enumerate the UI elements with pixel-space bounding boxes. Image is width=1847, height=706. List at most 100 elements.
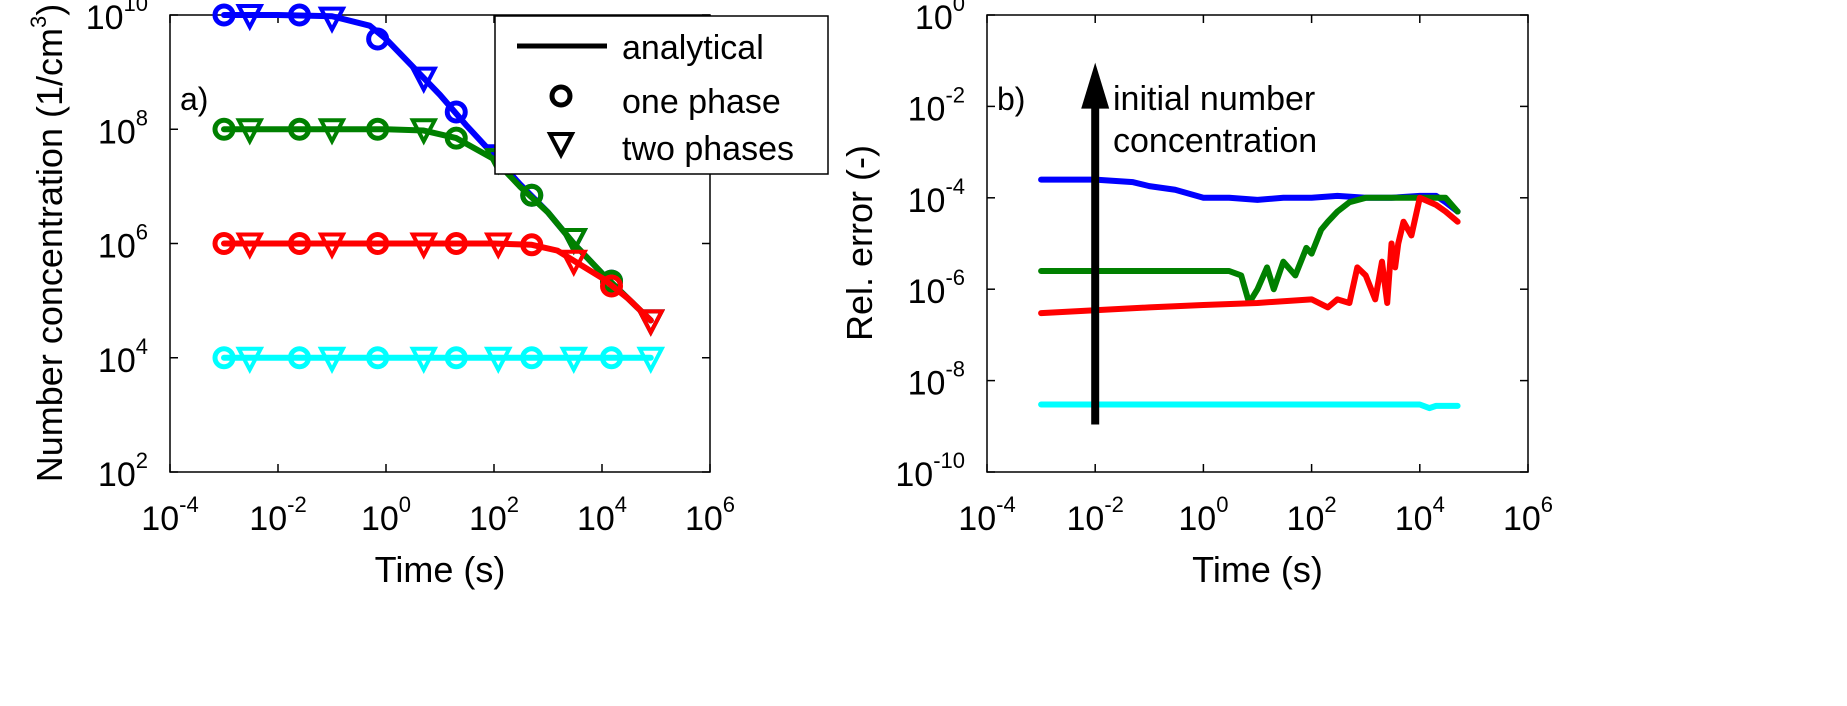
one-phase-marker [212,346,236,370]
x-tick-label-exponent: 6 [723,492,735,517]
x-tick-label-exponent: -2 [287,492,307,517]
y-tick-label-exponent: -6 [945,265,965,290]
y-tick-label-exponent: -4 [945,174,965,199]
x-tick-label-exponent: -4 [996,492,1016,517]
y-tick-label-exponent: 10 [124,0,148,16]
y-tick-label: 10-6 [908,265,965,311]
one-phase-marker [444,100,468,124]
one-phase-marker [600,274,624,298]
annotation-arrow-head [1081,62,1110,109]
x-tick-label-exponent: 0 [399,492,411,517]
two-phases-marker [409,118,439,146]
y-tick-label: 10-10 [895,448,965,494]
two-phases-marker [636,346,666,375]
legend-triangle-marker [546,132,576,160]
one-phase-marker [287,346,311,370]
x-tick-label: 10-2 [1067,492,1124,538]
y-tick-label-exponent: 8 [136,105,148,130]
y-tick-label-base: 10 [98,228,136,266]
panel-label: a) [180,81,208,117]
one-phase-marker [520,233,544,257]
two-phases-marker [483,346,513,375]
two-phases-marker [559,249,589,278]
x-tick-label-base: 10 [1395,500,1433,538]
error-series-line [1038,194,1461,317]
x-tick-label: 10-2 [249,492,306,538]
y-tick-label-exponent: -2 [945,82,965,107]
one-phase-marker [520,183,544,207]
x-tick-label: 104 [577,492,627,538]
x-tick-label: 106 [685,492,735,538]
two-phases-marker [235,118,265,146]
panel-a: 10-4 10-2 100 102 104 1061021041061081010Time… [26,0,829,590]
x-tick-label-exponent: 4 [1433,492,1445,517]
x-tick-label-exponent: 2 [1324,492,1336,517]
y-tick-label-base: 10 [908,365,946,403]
y-tick-label-exponent: 0 [953,0,965,16]
x-tick-label-base: 10 [1067,500,1105,538]
y-tick-label-exponent: -10 [933,448,965,473]
y-tick-label: 102 [98,448,148,494]
y-axis-label: Number concentration (1/cm3) [26,4,70,482]
two-phases-marker [235,346,265,375]
y-tick-label: 10-2 [908,82,965,128]
x-tick-label-exponent: 6 [1541,492,1553,517]
one-phase-marker [287,232,311,255]
two-phases-marker [409,66,439,94]
x-tick-label-base: 10 [1503,500,1541,538]
x-tick-label-base: 10 [469,500,507,538]
x-tick-label-base: 10 [141,500,179,538]
two-phases-marker [559,346,589,375]
one-phase-marker [366,27,390,51]
y-tick-label: 100 [915,0,965,37]
two-phases-marker [559,227,589,256]
y-tick-label: 104 [98,334,148,380]
y-axis-label: Rel. error (-) [839,145,880,341]
error-series-line [1038,401,1461,412]
y-tick-label: 1010 [86,0,148,37]
x-axis-label: Time (s) [375,549,506,590]
panel-label: b) [997,81,1025,117]
two-phases-marker [317,232,347,260]
y-tick-label: 10-8 [908,357,965,403]
one-phase-marker [212,232,236,255]
two-phases-marker [483,232,513,260]
y-tick-label-base: 10 [86,0,124,37]
one-phase-marker [444,126,468,150]
x-tick-label: 100 [361,492,411,538]
annotation-text: initial number [1113,80,1315,118]
y-tick-label: 106 [98,220,148,266]
two-phases-marker [636,309,666,337]
y-tick-label: 10-4 [908,174,965,220]
one-phase-marker [366,346,390,370]
legend-circle-marker [549,84,573,108]
x-tick-label: 102 [469,492,519,538]
x-tick-label-base: 10 [361,500,399,538]
y-tick-label-exponent: 2 [136,448,148,473]
x-tick-label-base: 10 [1287,500,1325,538]
y-tick-label-exponent: 4 [136,334,148,359]
y-tick-label-base: 10 [98,113,136,151]
x-tick-label: 10-4 [958,492,1015,538]
y-tick-label-base: 10 [98,342,136,380]
y-axis-label-superscript: 3 [26,16,51,28]
y-axis-label-close: ) [29,4,70,16]
two-phases-marker [235,232,265,260]
two-phases-marker [409,346,439,375]
x-tick-label: 102 [1287,492,1337,538]
x-tick-label: 10-4 [141,492,198,538]
y-tick-label-base: 10 [908,90,946,128]
panel-b: 10-4 10-2 100 102 104 10610-1010-810-610-410-… [839,0,1553,590]
one-phase-marker [287,3,311,27]
one-phase-marker [212,117,236,141]
y-tick-label-base: 10 [895,456,933,494]
x-tick-label-base: 10 [1178,500,1216,538]
two-phases-marker [317,118,347,146]
one-phase-marker [600,346,624,370]
x-tick-label-base: 10 [685,500,723,538]
annotation-text: concentration [1113,122,1317,160]
x-tick-label-exponent: -4 [179,492,199,517]
y-tick-label-base: 10 [908,273,946,311]
two-phases-marker [317,6,347,34]
